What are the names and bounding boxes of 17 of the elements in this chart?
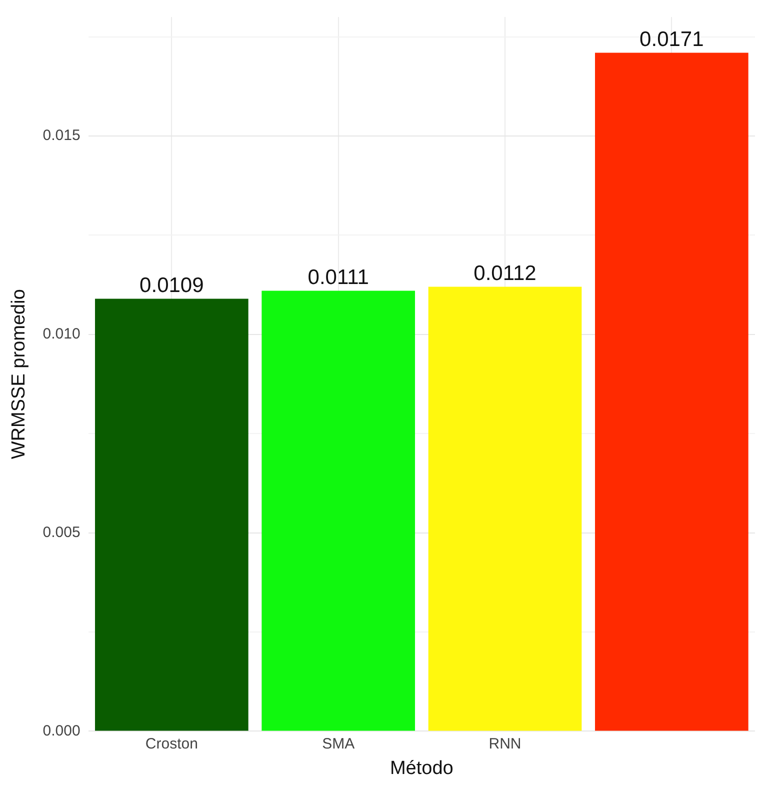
- x-tick-label: RNN: [488, 735, 522, 752]
- y-tick-label: 0.005: [42, 524, 80, 541]
- data-label: 0.0171: [640, 28, 704, 52]
- x-axis-title: Método: [390, 758, 454, 779]
- y-tick-label: 0.015: [42, 127, 80, 144]
- bar: [428, 286, 582, 731]
- bar: [595, 52, 748, 731]
- x-tick-label: SMA: [322, 735, 355, 752]
- data-label: 0.0111: [308, 266, 369, 290]
- y-tick-label: 0.010: [42, 326, 80, 343]
- y-axis-title: WRMSSE promedio: [8, 289, 30, 460]
- y-tick-label: 0.000: [42, 722, 80, 740]
- data-label: 0.0109: [140, 274, 204, 298]
- bar: [262, 290, 415, 731]
- bar: [95, 298, 248, 731]
- x-tick-label: Croston: [145, 735, 198, 752]
- data-label: 0.0112: [474, 262, 536, 286]
